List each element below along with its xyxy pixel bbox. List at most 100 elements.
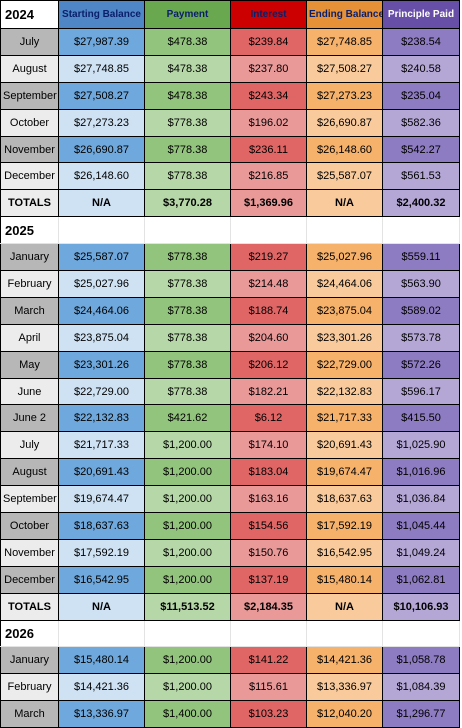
starting-balance-cell[interactable]: $14,421.36 bbox=[58, 673, 145, 702]
starting-balance-cell[interactable]: $17,592.19 bbox=[58, 538, 145, 567]
total-payment[interactable]: $11,513.52 bbox=[144, 592, 231, 621]
month-cell[interactable]: October bbox=[0, 108, 59, 137]
principle-paid-cell[interactable]: $1,049.24 bbox=[382, 538, 460, 567]
payment-header[interactable]: Payment bbox=[144, 0, 231, 29]
starting-balance-cell[interactable]: $13,336.97 bbox=[58, 700, 145, 728]
interest-cell[interactable]: $239.84 bbox=[230, 28, 307, 56]
year-label[interactable]: 2025 bbox=[0, 216, 59, 245]
ending-balance-cell[interactable]: $25,027.96 bbox=[306, 243, 383, 272]
principle-paid-cell[interactable]: $542.27 bbox=[382, 135, 460, 164]
payment-cell[interactable]: $1,200.00 bbox=[144, 565, 231, 594]
month-cell[interactable]: August bbox=[0, 54, 59, 83]
total-payment[interactable]: $3,770.28 bbox=[144, 189, 231, 218]
empty-cell[interactable] bbox=[306, 619, 383, 648]
principle-paid-cell[interactable]: $240.58 bbox=[382, 54, 460, 83]
principle-paid-cell[interactable]: $1,062.81 bbox=[382, 565, 460, 594]
empty-cell[interactable] bbox=[144, 619, 231, 648]
total-ending-balance[interactable]: N/A bbox=[306, 189, 383, 218]
empty-cell[interactable] bbox=[58, 216, 145, 245]
principle-paid-cell[interactable]: $235.04 bbox=[382, 81, 460, 110]
principle-paid-cell[interactable]: $589.02 bbox=[382, 296, 460, 325]
totals-label[interactable]: TOTALS bbox=[0, 189, 59, 218]
payment-cell[interactable]: $421.62 bbox=[144, 404, 231, 433]
month-cell[interactable]: July bbox=[0, 431, 59, 460]
empty-cell[interactable] bbox=[230, 216, 307, 245]
interest-cell[interactable]: $183.04 bbox=[230, 458, 307, 487]
interest-cell[interactable]: $154.56 bbox=[230, 512, 307, 540]
interest-header[interactable]: Interest bbox=[230, 0, 307, 29]
payment-cell[interactable]: $778.38 bbox=[144, 135, 231, 164]
payment-cell[interactable]: $1,200.00 bbox=[144, 458, 231, 487]
payment-cell[interactable]: $478.38 bbox=[144, 28, 231, 56]
ending-balance-cell[interactable]: $23,875.04 bbox=[306, 296, 383, 325]
month-cell[interactable]: June bbox=[0, 377, 59, 406]
ending-balance-cell[interactable]: $27,508.27 bbox=[306, 54, 383, 83]
principle-paid-header[interactable]: Principle Paid bbox=[382, 0, 460, 29]
ending-balance-cell[interactable]: $14,421.36 bbox=[306, 646, 383, 675]
interest-cell[interactable]: $206.12 bbox=[230, 350, 307, 379]
starting-balance-cell[interactable]: $25,587.07 bbox=[58, 243, 145, 272]
ending-balance-cell[interactable]: $24,464.06 bbox=[306, 270, 383, 298]
principle-paid-cell[interactable]: $563.90 bbox=[382, 270, 460, 298]
total-principle-paid[interactable]: $10,106.93 bbox=[382, 592, 460, 621]
interest-cell[interactable]: $163.16 bbox=[230, 485, 307, 514]
month-cell[interactable]: June 2 bbox=[0, 404, 59, 433]
month-cell[interactable]: October bbox=[0, 512, 59, 540]
payment-cell[interactable]: $778.38 bbox=[144, 108, 231, 137]
ending-balance-cell[interactable]: $19,674.47 bbox=[306, 458, 383, 487]
month-cell[interactable]: January bbox=[0, 646, 59, 675]
month-cell[interactable]: September bbox=[0, 81, 59, 110]
payment-cell[interactable]: $1,200.00 bbox=[144, 538, 231, 567]
ending-balance-cell[interactable]: $12,040.20 bbox=[306, 700, 383, 728]
month-cell[interactable]: November bbox=[0, 538, 59, 567]
ending-balance-header[interactable]: Ending Balance bbox=[306, 0, 383, 29]
principle-paid-cell[interactable]: $415.50 bbox=[382, 404, 460, 433]
ending-balance-cell[interactable]: $27,273.23 bbox=[306, 81, 383, 110]
payment-cell[interactable]: $478.38 bbox=[144, 54, 231, 83]
principle-paid-cell[interactable]: $1,025.90 bbox=[382, 431, 460, 460]
month-cell[interactable]: December bbox=[0, 162, 59, 191]
principle-paid-cell[interactable]: $573.78 bbox=[382, 323, 460, 352]
payment-cell[interactable]: $1,200.00 bbox=[144, 512, 231, 540]
month-cell[interactable]: February bbox=[0, 270, 59, 298]
interest-cell[interactable]: $182.21 bbox=[230, 377, 307, 406]
payment-cell[interactable]: $778.38 bbox=[144, 350, 231, 379]
starting-balance-cell[interactable]: $23,875.04 bbox=[58, 323, 145, 352]
month-cell[interactable]: February bbox=[0, 673, 59, 702]
interest-cell[interactable]: $174.10 bbox=[230, 431, 307, 460]
ending-balance-cell[interactable]: $22,729.00 bbox=[306, 350, 383, 379]
principle-paid-cell[interactable]: $1,016.96 bbox=[382, 458, 460, 487]
month-cell[interactable]: September bbox=[0, 485, 59, 514]
starting-balance-cell[interactable]: $24,464.06 bbox=[58, 296, 145, 325]
starting-balance-cell[interactable]: $27,748.85 bbox=[58, 54, 145, 83]
interest-cell[interactable]: $137.19 bbox=[230, 565, 307, 594]
starting-balance-cell[interactable]: $27,987.39 bbox=[58, 28, 145, 56]
starting-balance-cell[interactable]: $18,637.63 bbox=[58, 512, 145, 540]
interest-cell[interactable]: $237.80 bbox=[230, 54, 307, 83]
ending-balance-cell[interactable]: $22,132.83 bbox=[306, 377, 383, 406]
starting-balance-cell[interactable]: $26,690.87 bbox=[58, 135, 145, 164]
payment-cell[interactable]: $778.38 bbox=[144, 270, 231, 298]
empty-cell[interactable] bbox=[382, 619, 460, 648]
month-cell[interactable]: May bbox=[0, 350, 59, 379]
starting-balance-cell[interactable]: $19,674.47 bbox=[58, 485, 145, 514]
empty-cell[interactable] bbox=[230, 619, 307, 648]
ending-balance-cell[interactable]: $26,148.60 bbox=[306, 135, 383, 164]
principle-paid-cell[interactable]: $596.17 bbox=[382, 377, 460, 406]
payment-cell[interactable]: $1,200.00 bbox=[144, 646, 231, 675]
ending-balance-cell[interactable]: $20,691.43 bbox=[306, 431, 383, 460]
starting-balance-cell[interactable]: $22,132.83 bbox=[58, 404, 145, 433]
total-starting-balance[interactable]: N/A bbox=[58, 189, 145, 218]
ending-balance-cell[interactable]: $15,480.14 bbox=[306, 565, 383, 594]
payment-cell[interactable]: $778.38 bbox=[144, 323, 231, 352]
month-cell[interactable]: December bbox=[0, 565, 59, 594]
interest-cell[interactable]: $141.22 bbox=[230, 646, 307, 675]
ending-balance-cell[interactable]: $27,748.85 bbox=[306, 28, 383, 56]
payment-cell[interactable]: $1,200.00 bbox=[144, 431, 231, 460]
year-label[interactable]: 2026 bbox=[0, 619, 59, 648]
month-cell[interactable]: August bbox=[0, 458, 59, 487]
payment-cell[interactable]: $478.38 bbox=[144, 81, 231, 110]
total-ending-balance[interactable]: N/A bbox=[306, 592, 383, 621]
interest-cell[interactable]: $236.11 bbox=[230, 135, 307, 164]
empty-cell[interactable] bbox=[58, 619, 145, 648]
